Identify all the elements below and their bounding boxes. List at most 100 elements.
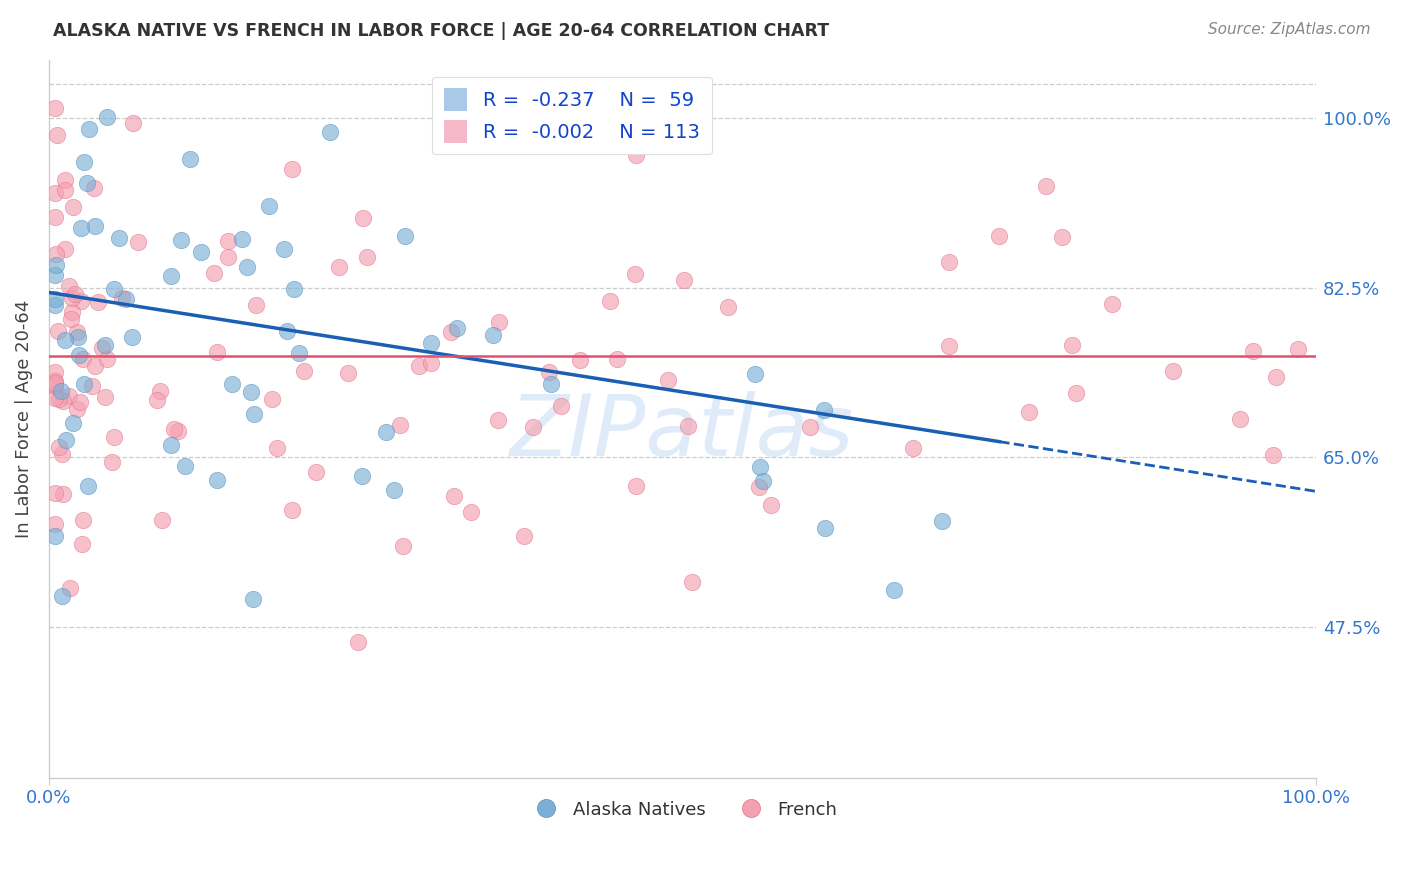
Point <box>292 364 315 378</box>
Point <box>382 483 405 497</box>
Point <box>53 184 76 198</box>
Point <box>67 329 90 343</box>
Point <box>52 486 75 500</box>
Point <box>62 416 84 430</box>
Point <box>46 324 69 338</box>
Point <box>44 298 66 312</box>
Point <box>276 324 298 338</box>
Point <box>49 384 72 398</box>
Point <box>281 503 304 517</box>
Point <box>901 442 924 456</box>
Point <box>749 460 772 475</box>
Point <box>159 438 181 452</box>
Point <box>606 352 628 367</box>
Point <box>150 513 173 527</box>
Point <box>281 161 304 176</box>
Point <box>243 407 266 421</box>
Point <box>283 282 305 296</box>
Point <box>163 422 186 436</box>
Point <box>77 479 100 493</box>
Point <box>94 338 117 352</box>
Text: Source: ZipAtlas.com: Source: ZipAtlas.com <box>1208 22 1371 37</box>
Point <box>352 469 374 483</box>
Point <box>460 505 482 519</box>
Point <box>96 110 118 124</box>
Point <box>1035 179 1057 194</box>
Point <box>84 219 107 233</box>
Point <box>121 330 143 344</box>
Point <box>202 267 225 281</box>
Point <box>221 377 243 392</box>
Point <box>53 242 76 256</box>
Point <box>657 373 679 387</box>
Point <box>44 391 66 405</box>
Point <box>114 292 136 306</box>
Point <box>66 401 89 416</box>
Point <box>73 155 96 169</box>
Point <box>45 246 67 260</box>
Point <box>486 412 509 426</box>
Point <box>678 419 700 434</box>
Point <box>374 425 396 439</box>
Text: ZIPatlas: ZIPatlas <box>510 392 855 475</box>
Point <box>759 498 782 512</box>
Point <box>205 345 228 359</box>
Point <box>446 321 468 335</box>
Point <box>159 269 181 284</box>
Point <box>550 399 572 413</box>
Point <box>217 251 239 265</box>
Point <box>44 210 66 224</box>
Text: ALASKA NATIVE VS FRENCH IN LABOR FORCE | AGE 20-64 CORRELATION CHART: ALASKA NATIVE VS FRENCH IN LABOR FORCE |… <box>53 22 830 40</box>
Point <box>44 485 66 500</box>
Point <box>717 300 740 314</box>
Point <box>51 447 73 461</box>
Point <box>408 359 430 374</box>
Point <box>149 384 172 398</box>
Point <box>53 173 76 187</box>
Point <box>44 186 66 200</box>
Point <box>681 575 703 590</box>
Point <box>121 116 143 130</box>
Point <box>66 325 89 339</box>
Point <box>45 259 67 273</box>
Point <box>1263 448 1285 462</box>
Point <box>624 479 647 493</box>
Point <box>420 356 443 370</box>
Point <box>170 233 193 247</box>
Point <box>1163 364 1185 378</box>
Point <box>103 430 125 444</box>
Point <box>347 635 370 649</box>
Point <box>319 125 342 139</box>
Point <box>538 366 561 380</box>
Point <box>744 367 766 381</box>
Point <box>443 489 465 503</box>
Point <box>48 392 70 406</box>
Point <box>672 272 695 286</box>
Point <box>799 420 821 434</box>
Point <box>46 128 69 142</box>
Point <box>1050 229 1073 244</box>
Point <box>751 474 773 488</box>
Point <box>328 260 350 274</box>
Point <box>52 394 75 409</box>
Point <box>173 458 195 473</box>
Point <box>389 417 412 432</box>
Point <box>242 591 264 606</box>
Point <box>623 268 645 282</box>
Point <box>207 473 229 487</box>
Point <box>72 513 94 527</box>
Point <box>44 379 66 393</box>
Point <box>392 539 415 553</box>
Point <box>53 333 76 347</box>
Point <box>69 348 91 362</box>
Point <box>44 365 66 379</box>
Point <box>51 589 73 603</box>
Point <box>44 376 66 390</box>
Point <box>352 211 374 225</box>
Point <box>59 581 82 595</box>
Point <box>1286 343 1309 357</box>
Point <box>59 311 82 326</box>
Point <box>259 199 281 213</box>
Point <box>231 232 253 246</box>
Point <box>814 521 837 535</box>
